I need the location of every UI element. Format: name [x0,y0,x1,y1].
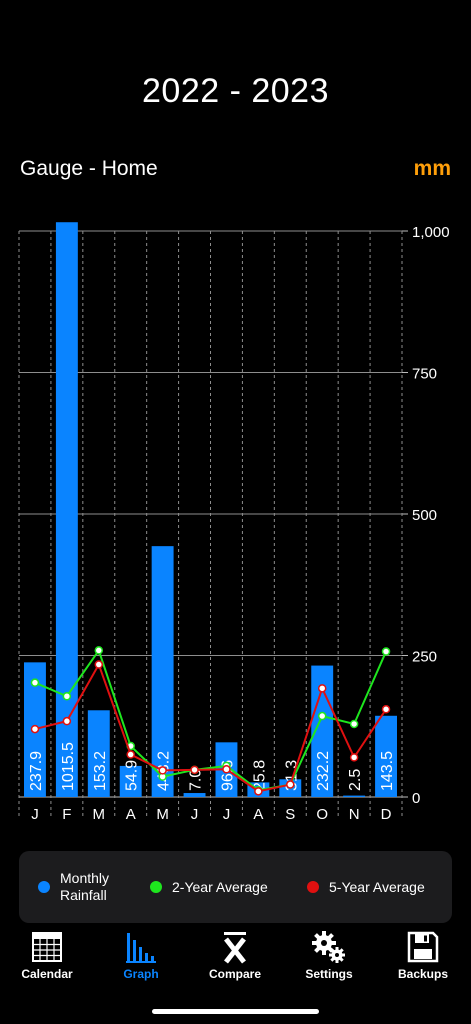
y-tick-label: 250 [412,649,437,666]
y-tick-label: 0 [412,790,420,807]
series-point [158,766,167,775]
series-point [94,660,104,669]
series-point [286,780,295,789]
calendar-icon [32,932,62,962]
tab-backups[interactable]: Backups [376,928,470,988]
tab-bar: Calendar Graph Compare [0,928,471,988]
bar [183,793,206,797]
tab-label: Backups [397,967,449,981]
x-tick-label: J [191,806,199,823]
bar [87,710,110,797]
legend-label-line2: Rainfall [60,887,107,903]
legend-dot-5-year [307,881,319,893]
bar-value-label: 143.5 [379,751,396,791]
series-point [30,678,40,687]
bar-value-label: 153.2 [92,751,109,791]
x-tick-label: A [126,806,136,823]
x-tick-label: S [285,806,295,823]
x-bar-icon [224,932,246,964]
series-point [317,711,327,721]
bar [119,765,142,797]
legend-label-monthly: Monthly Rainfall [60,870,109,904]
chart-legend: Monthly Rainfall 2-Year Average 5-Year A… [19,851,452,923]
x-tick-label: A [253,806,263,823]
series-point [317,684,327,693]
x-tick-label: F [62,806,71,823]
tab-compare[interactable]: Compare [188,928,282,988]
bar-value-label: 232.2 [315,751,332,791]
floppy-disk-icon [407,931,439,963]
legend-item-5-year-average: 5-Year Average [307,851,425,923]
series-point [30,724,40,734]
bar [375,715,397,797]
x-tick-label: N [349,806,360,823]
bar-value-label: 7.0 [188,769,205,791]
bar-value-label: 1015.5 [60,742,77,791]
tab-label: Graph [123,967,159,981]
legend-label-5-year: 5-Year Average [329,878,425,895]
gears-icon [312,931,345,963]
series-point [349,719,359,729]
series-point [62,692,72,701]
legend-label-line1: Monthly [60,870,110,886]
tab-graph[interactable]: Graph [94,928,188,988]
legend-item-2-year-average: 2-Year Average [150,851,268,923]
series-point [190,765,199,775]
legend-item-monthly-rainfall: Monthly Rainfall [38,851,109,923]
series-point [94,646,104,655]
series-point [254,787,263,796]
home-indicator[interactable] [152,1009,319,1014]
y-tick-label: 500 [412,507,437,524]
x-tick-label: J [223,806,231,823]
tab-label: Compare [208,967,261,981]
bar-value-label: 2.5 [347,769,364,791]
bar-value-label: 25.8 [251,760,268,791]
legend-label-2-year: 2-Year Average [172,878,268,895]
legend-dot-monthly [38,881,50,893]
series-point [62,716,72,726]
bar [343,795,366,797]
y-tick-label: 1,000 [412,224,450,241]
page-title: 2022 - 2023 [142,72,329,110]
y-tick-label: 750 [412,366,437,383]
tab-label: Settings [305,967,353,981]
series-point [126,750,135,759]
unit-toggle[interactable]: mm [413,157,451,180]
series-point [381,705,391,714]
series-point [349,753,359,762]
tab-settings[interactable]: Settings [282,928,376,988]
bar-graph-icon [126,933,156,963]
bar [55,222,78,798]
bar-value-label: 237.9 [28,751,45,791]
bar [151,546,174,797]
series-line [34,662,387,793]
series-point [381,647,391,656]
x-tick-label: M [93,806,106,823]
series-line [34,648,387,792]
gauge-label[interactable]: Gauge - Home [20,157,158,180]
x-tick-label: O [316,806,328,823]
tab-label: Calendar [21,967,73,981]
legend-dot-2-year [150,881,162,893]
x-tick-label: D [381,806,392,823]
series-point [222,765,231,774]
tab-calendar[interactable]: Calendar [0,928,94,988]
rainfall-chart: 02505007501,000237.91015.5153.254.9443.2… [18,222,450,823]
x-tick-label: M [156,806,169,823]
bar-value-label: 54.9 [124,760,141,791]
x-tick-label: J [31,806,39,823]
